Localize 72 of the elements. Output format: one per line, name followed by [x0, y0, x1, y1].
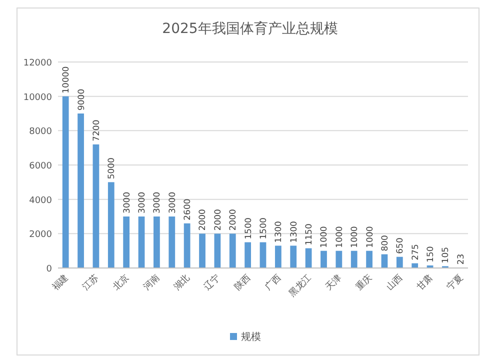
data-label: 2000 — [213, 209, 224, 231]
x-tick-label: 河南 — [141, 272, 162, 293]
data-label: 1150 — [304, 224, 315, 246]
data-label: 1000 — [350, 226, 360, 248]
bar — [396, 256, 403, 268]
data-label: 5000 — [107, 158, 118, 180]
data-label: 2000 — [198, 209, 208, 231]
bar — [244, 242, 252, 268]
legend-label: 规模 — [241, 331, 261, 343]
data-label: 1000 — [334, 226, 345, 248]
bar — [92, 144, 100, 268]
x-tick-label: 甘肃 — [414, 272, 436, 293]
y-tick-label: 8000 — [29, 127, 52, 138]
data-label: 1500 — [259, 218, 269, 240]
data-label: 2600 — [183, 198, 194, 220]
x-tick-label: 重庆 — [354, 272, 374, 293]
bar — [290, 246, 297, 268]
bar — [229, 234, 236, 268]
x-tick-label: 宁夏 — [445, 272, 466, 293]
data-label: 1300 — [274, 221, 284, 243]
bar — [274, 246, 282, 268]
bar — [305, 248, 312, 268]
x-tick-label: 陕西 — [232, 272, 253, 293]
y-tick-label: 2000 — [29, 230, 52, 240]
x-tick-label: 江苏 — [80, 272, 102, 293]
bar — [366, 250, 372, 268]
x-tick-label: 广西 — [262, 272, 284, 293]
bar — [199, 234, 206, 268]
bar — [154, 216, 160, 268]
data-label: 2000 — [228, 209, 239, 231]
data-label: 1000 — [365, 226, 376, 248]
y-tick-label: 4000 — [29, 196, 52, 206]
x-tick-label: 福建 — [50, 272, 71, 293]
data-label: 7200 — [92, 120, 102, 142]
x-tick-label: 黑龙江 — [286, 272, 314, 300]
bar — [168, 216, 176, 268]
bar — [108, 182, 114, 268]
data-label: 3000 — [122, 192, 132, 214]
x-tick-label: 天津 — [324, 272, 344, 293]
bar — [138, 216, 145, 268]
data-label: 800 — [380, 235, 390, 252]
bar — [260, 242, 266, 268]
x-tick-label: 山西 — [384, 272, 405, 293]
data-label: 9000 — [76, 88, 87, 110]
bar — [78, 114, 84, 268]
y-tick-label: 0 — [46, 264, 52, 274]
data-label: 650 — [396, 238, 406, 254]
bar — [62, 96, 69, 268]
data-label: 105 — [441, 246, 452, 264]
x-tick-label: 辽宁 — [202, 272, 223, 293]
data-label: 1300 — [289, 221, 300, 243]
data-label: 275 — [410, 244, 421, 260]
x-tick-label: 湖北 — [172, 272, 192, 293]
x-tick-label: 北京 — [110, 272, 132, 293]
y-tick-label: 6000 — [29, 162, 52, 172]
chart-title: 2025年我国体育产业总规模 — [162, 20, 338, 37]
data-label: 150 — [426, 246, 436, 262]
data-label: 3000 — [152, 192, 163, 214]
data-label: 3000 — [168, 192, 178, 214]
bar — [350, 250, 358, 268]
y-tick-label: 10000 — [23, 92, 52, 103]
data-label: 1000 — [320, 226, 330, 248]
data-label: 3000 — [138, 192, 148, 214]
bar — [336, 250, 342, 268]
data-label: 1500 — [244, 218, 254, 240]
y-tick-label: 12000 — [23, 58, 52, 68]
bar — [320, 250, 327, 268]
data-label: 23 — [456, 254, 466, 265]
bar — [184, 223, 190, 268]
bar — [123, 216, 130, 268]
bar — [214, 234, 221, 268]
data-label: 10000 — [62, 66, 72, 94]
